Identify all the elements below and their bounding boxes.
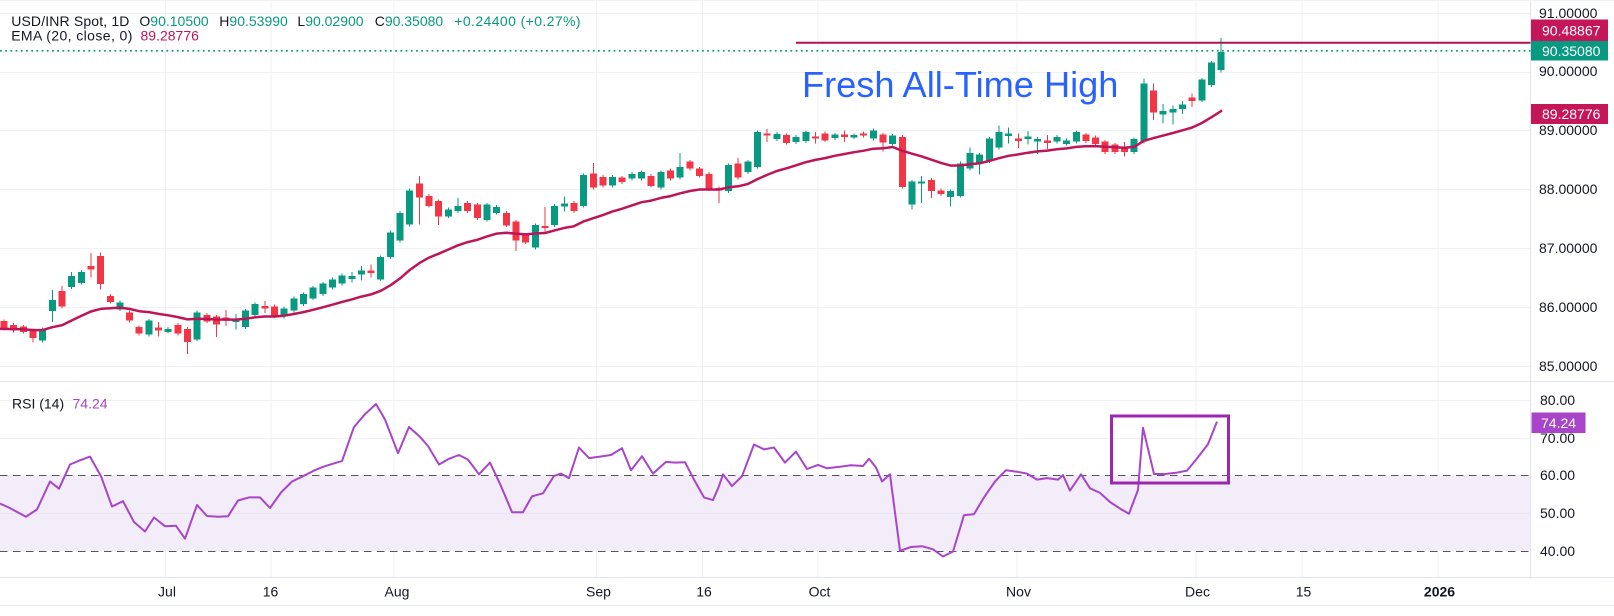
svg-text:16: 16: [263, 584, 279, 600]
svg-text:O90.10500: O90.10500: [139, 13, 208, 29]
svg-text:Fresh All-Time High: Fresh All-Time High: [802, 64, 1118, 105]
svg-text:Jul: Jul: [158, 584, 176, 600]
svg-text:16: 16: [696, 584, 712, 600]
svg-text:88.00000: 88.00000: [1539, 181, 1598, 197]
svg-text:EMA (20, close, 0): EMA (20, close, 0): [11, 27, 133, 43]
svg-text:RSI (14): RSI (14): [12, 396, 64, 412]
svg-text:50.00: 50.00: [1540, 505, 1575, 521]
svg-text:70.00: 70.00: [1540, 430, 1575, 446]
svg-text:80.00: 80.00: [1540, 392, 1575, 408]
svg-text:90.48867: 90.48867: [1542, 23, 1601, 39]
svg-text:86.00000: 86.00000: [1539, 299, 1598, 315]
svg-text:C90.35080: C90.35080: [375, 13, 444, 29]
svg-text:Dec: Dec: [1185, 584, 1210, 600]
svg-text:L90.02900: L90.02900: [297, 13, 363, 29]
svg-text:74.24: 74.24: [73, 396, 108, 412]
svg-text:60.00: 60.00: [1540, 467, 1575, 483]
svg-text:+0.24400 (+0.27%): +0.24400 (+0.27%): [454, 13, 581, 29]
svg-text:91.00000: 91.00000: [1539, 5, 1598, 21]
svg-text:90.35080: 90.35080: [1542, 43, 1601, 59]
svg-text:15: 15: [1296, 584, 1312, 600]
svg-text:90.00000: 90.00000: [1539, 63, 1598, 79]
svg-text:89.28776: 89.28776: [1542, 106, 1601, 122]
svg-text:74.24: 74.24: [1541, 415, 1576, 431]
svg-text:85.00000: 85.00000: [1539, 358, 1598, 374]
svg-text:Aug: Aug: [385, 584, 410, 600]
svg-text:87.00000: 87.00000: [1539, 240, 1598, 256]
svg-text:USD/INR Spot, 1D: USD/INR Spot, 1D: [11, 13, 129, 29]
svg-text:40.00: 40.00: [1540, 543, 1575, 559]
svg-text:Nov: Nov: [1006, 584, 1031, 600]
svg-text:Sep: Sep: [586, 584, 611, 600]
svg-text:89.28776: 89.28776: [141, 27, 200, 43]
svg-text:2026: 2026: [1424, 584, 1455, 600]
svg-text:H90.53990: H90.53990: [219, 13, 288, 29]
svg-text:Oct: Oct: [809, 584, 831, 600]
svg-text:89.00000: 89.00000: [1539, 122, 1598, 138]
